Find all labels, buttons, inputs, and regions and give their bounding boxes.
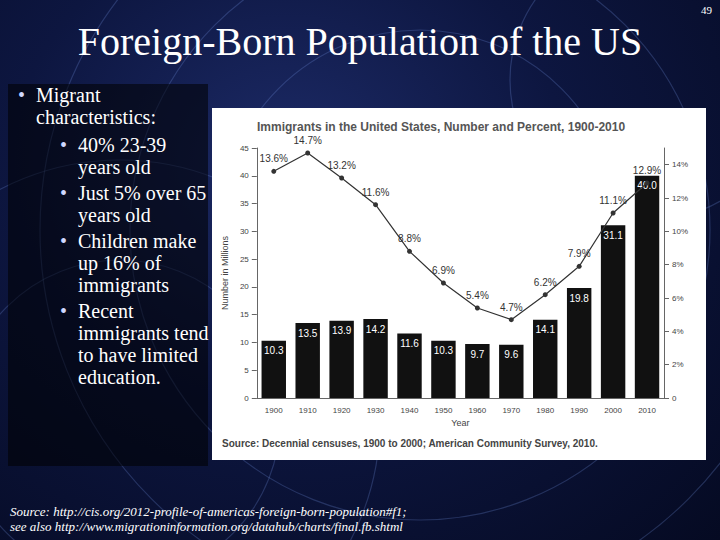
- svg-text:Source: Decennial censuses, 19: Source: Decennial censuses, 1900 to 2000…: [222, 438, 598, 449]
- svg-text:12%: 12%: [672, 194, 688, 203]
- html-text:Source: http://cis.org/2012-pr: Source: http://cis.org/2012-profile-of-a…: [10, 504, 407, 519]
- svg-text:1910: 1910: [299, 406, 317, 415]
- svg-text:10%: 10%: [672, 227, 688, 236]
- svg-text:40: 40: [240, 171, 249, 180]
- svg-text:6.9%: 6.9%: [432, 265, 455, 276]
- html-text:40% 23-39 years old: 40% 23-39 years old: [78, 134, 167, 178]
- svg-text:2%: 2%: [672, 360, 684, 369]
- svg-text:5.4%: 5.4%: [466, 290, 489, 301]
- svg-text:Year: Year: [451, 418, 469, 428]
- svg-text:30: 30: [240, 227, 249, 236]
- svg-text:6.2%: 6.2%: [534, 277, 557, 288]
- html-text:Migrant characteristics:: Migrant characteristics:: [36, 84, 156, 128]
- svg-text:11.6%: 11.6%: [362, 187, 390, 198]
- svg-text:1980: 1980: [536, 406, 554, 415]
- svg-text:14.2: 14.2: [366, 324, 386, 335]
- svg-text:5: 5: [244, 366, 249, 375]
- svg-text:10.3: 10.3: [434, 345, 454, 356]
- svg-text:7.9%: 7.9%: [568, 248, 591, 259]
- svg-text:15: 15: [240, 310, 249, 319]
- svg-text:11.6: 11.6: [400, 338, 419, 349]
- svg-text:14%: 14%: [672, 160, 688, 169]
- svg-text:1970: 1970: [502, 406, 520, 415]
- html-text:see also http://www.migrationi: see also http://www.migrationinformation…: [10, 519, 403, 534]
- svg-text:9.6: 9.6: [504, 349, 518, 360]
- svg-text:0: 0: [672, 394, 677, 403]
- svg-text:1920: 1920: [333, 406, 351, 415]
- svg-text:Number in Millions: Number in Millions: [220, 235, 230, 310]
- svg-text:1950: 1950: [435, 406, 453, 415]
- svg-text:10.3: 10.3: [264, 345, 284, 356]
- svg-text:0: 0: [244, 394, 249, 403]
- svg-text:10: 10: [240, 338, 249, 347]
- svg-text:1930: 1930: [367, 406, 385, 415]
- svg-text:13.2%: 13.2%: [327, 160, 355, 171]
- svg-text:25: 25: [240, 255, 249, 264]
- html-text:Just 5% over 65 years old: Just 5% over 65 years old: [78, 182, 207, 226]
- svg-text:2000: 2000: [604, 406, 622, 415]
- svg-text:35: 35: [240, 199, 249, 208]
- svg-text:1900: 1900: [265, 406, 283, 415]
- svg-text:Immigrants in the United State: Immigrants in the United States, Number …: [257, 120, 625, 134]
- svg-text:45: 45: [240, 144, 249, 153]
- svg-text:12.9%: 12.9%: [633, 165, 661, 176]
- svg-text:8.8%: 8.8%: [398, 233, 421, 244]
- svg-text:14.7%: 14.7%: [294, 135, 322, 146]
- svg-text:11.1%: 11.1%: [599, 195, 627, 206]
- svg-text:8%: 8%: [672, 260, 684, 269]
- svg-text:20: 20: [240, 282, 249, 291]
- html-text:Recent immigrants tend to have: Recent immigrants tend to have limited e…: [78, 300, 209, 388]
- svg-text:31.1: 31.1: [603, 230, 623, 241]
- svg-text:9.7: 9.7: [470, 349, 484, 360]
- svg-text:40.0: 40.0: [637, 180, 657, 192]
- svg-text:13.5: 13.5: [298, 328, 318, 339]
- svg-text:1960: 1960: [468, 406, 486, 415]
- svg-text:13.9: 13.9: [332, 325, 352, 336]
- svg-text:1990: 1990: [570, 406, 588, 415]
- svg-text:13.6%: 13.6%: [260, 153, 288, 164]
- html-text:Children make up 16% of immigr: Children make up 16% of immigrants: [78, 230, 197, 296]
- svg-text:2010: 2010: [638, 406, 656, 415]
- svg-text:19.8: 19.8: [569, 293, 589, 304]
- svg-text:4%: 4%: [672, 327, 684, 336]
- svg-text:14.1: 14.1: [535, 324, 555, 335]
- html-text:Foreign-Born Population of the: Foreign-Born Population of the US: [77, 19, 643, 64]
- html-text:49: 49: [701, 4, 712, 16]
- svg-text:6%: 6%: [672, 294, 684, 303]
- svg-text:4.7%: 4.7%: [500, 302, 523, 313]
- svg-text:1940: 1940: [401, 406, 419, 415]
